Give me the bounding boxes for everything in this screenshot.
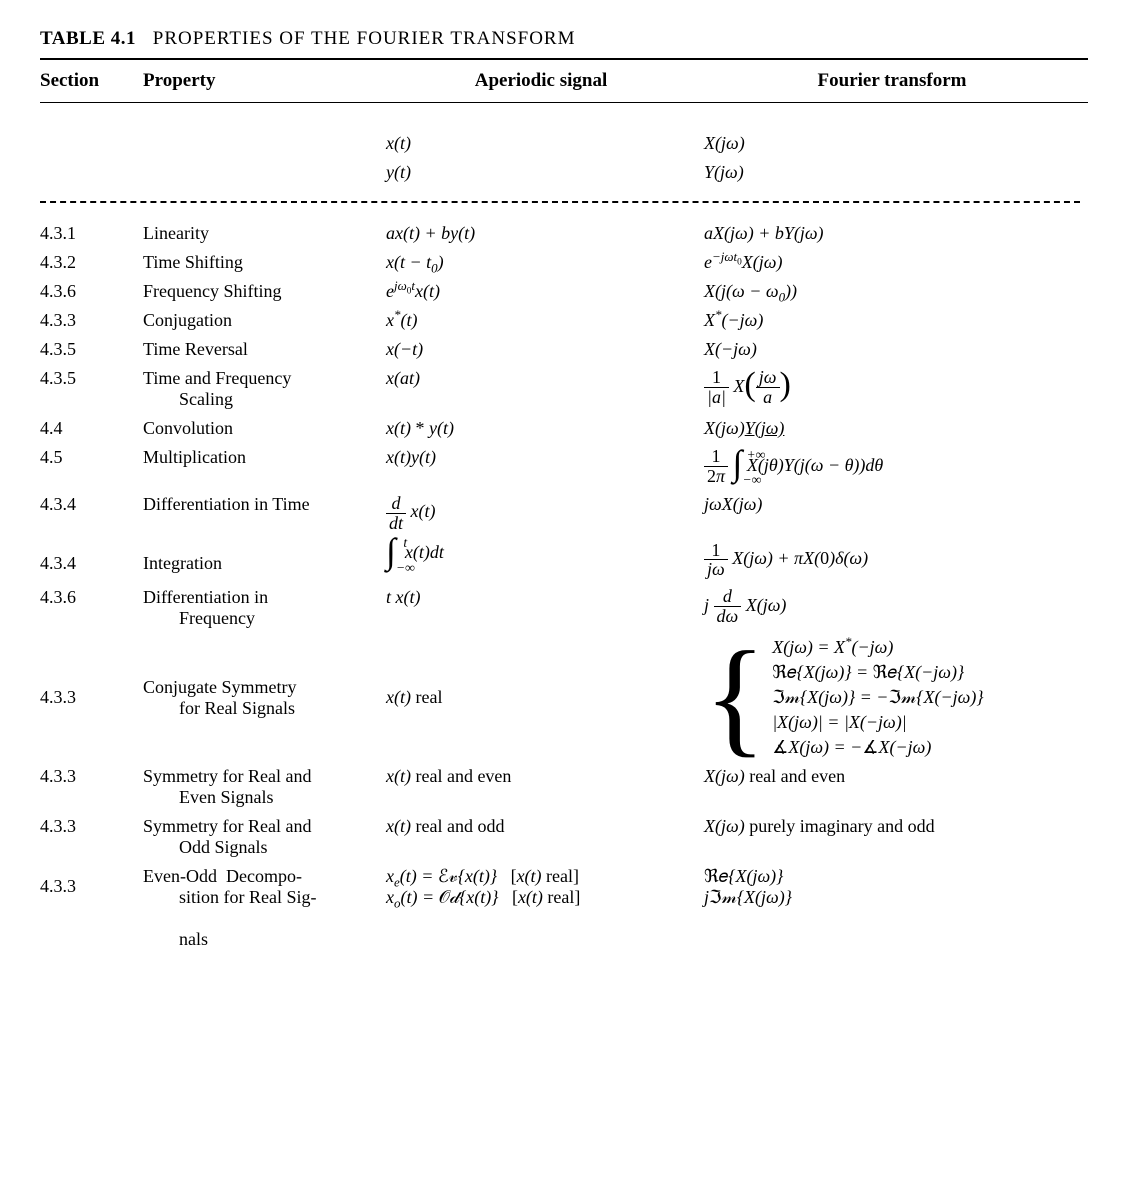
col-header-transform: Fourier transform xyxy=(704,60,1088,103)
fourier-transform: { X(jω) = X*(−jω) ℜ𝑒{X(jω)} = ℜ𝑒{X(−jω)}… xyxy=(704,637,1080,758)
fourier-transform: X(jω)Y(jω) xyxy=(704,418,784,438)
section-number: 4.3.6 xyxy=(40,587,76,607)
table-row: 4.3.4 Differentiation in Time ddt x(t) j… xyxy=(40,490,1088,537)
section-number: 4.3.3 xyxy=(40,876,76,896)
property-name: Conjugate Symmetryfor Real Signals xyxy=(143,677,358,719)
fourier-transform: ℜ𝑒{X(jω)} xyxy=(704,866,783,886)
property-name: Convolution xyxy=(143,418,233,438)
aperiodic-signal: ax(t) + by(t) xyxy=(386,223,475,243)
fourier-transform: e−jωt0X(jω) xyxy=(704,252,782,272)
fourier-transform: j ddω X(jω) xyxy=(704,595,786,615)
base-x-transform: X(jω) xyxy=(704,133,745,153)
aperiodic-signal: x(at) xyxy=(386,368,420,388)
fourier-transform: X(jω) purely imaginary and odd xyxy=(704,816,935,836)
section-number: 4.3.6 xyxy=(40,281,76,301)
base-y-signal: y(t) xyxy=(386,162,411,182)
aperiodic-signal: ejω0tx(t) xyxy=(386,281,440,301)
section-number: 4.3.3 xyxy=(40,766,76,786)
section-number: 4.3.2 xyxy=(40,252,76,272)
table-row: 4.3.4 Integration t∫−∞ x(t)dt 1jω X(jω) … xyxy=(40,537,1088,584)
table-row: 4.3.1 Linearity ax(t) + by(t) aX(jω) + b… xyxy=(40,219,1088,248)
aperiodic-signal: xe(t) = ℰ𝓋{x(t)} [x(t) real] xyxy=(386,866,579,886)
fourier-transform: 1jω X(jω) + πX(0)δ(ω) xyxy=(704,548,868,568)
caption-title: PROPERTIES OF THE FOURIER TRANSFORM xyxy=(153,28,576,49)
fourier-transform: jωX(jω) xyxy=(704,494,762,514)
property-name: Differentiation in Time xyxy=(143,494,310,514)
col-header-section: Section xyxy=(40,60,143,103)
aperiodic-signal: x(t)y(t) xyxy=(386,447,436,467)
aperiodic-signal: x(t) * y(t) xyxy=(386,418,454,438)
table-row: 4.3.3 Symmetry for Real andOdd Signals x… xyxy=(40,812,1088,862)
section-number: 4.3.5 xyxy=(40,368,76,388)
table-row: 4.3.2 Time Shifting x(t − t0) e−jωt0X(jω… xyxy=(40,248,1088,277)
section-number: 4.3.4 xyxy=(40,553,76,573)
property-name: Time Shifting xyxy=(143,252,243,272)
fourier-transform: 12π +∞∫−∞ X(jθ)Y(j(ω − θ))dθ xyxy=(704,455,883,475)
base-pair-row: x(t) X(jω) xyxy=(40,129,1088,158)
table-caption: TABLE 4.1 PROPERTIES OF THE FOURIER TRAN… xyxy=(40,28,1088,50)
aperiodic-signal: x(t) real and odd xyxy=(386,816,504,836)
section-number: 4.3.1 xyxy=(40,223,76,243)
base-pair-row: y(t) Y(jω) xyxy=(40,158,1088,187)
property-name: Integration xyxy=(143,553,222,573)
property-name: Symmetry for Real andEven Signals xyxy=(143,766,358,808)
section-number: 4.3.4 xyxy=(40,494,76,514)
aperiodic-signal: x(−t) xyxy=(386,339,423,359)
symmetry-line: ℜ𝑒{X(jω)} = ℜ𝑒{X(−jω)} xyxy=(772,662,983,683)
caption-label: TABLE 4.1 xyxy=(40,28,136,49)
symmetry-line: |X(jω)| = |X(−jω)| xyxy=(772,712,983,733)
property-name: Time Reversal xyxy=(143,339,248,359)
fourier-transform: X*(−jω) xyxy=(704,310,763,330)
aperiodic-signal: xo(t) = 𝒪𝒹{x(t)} [x(t) real] xyxy=(386,887,580,907)
property-name: Multiplication xyxy=(143,447,246,467)
property-name: Symmetry for Real andOdd Signals xyxy=(143,816,358,858)
property-name: Even-Odd Decompo-sition for Real Sig-nal… xyxy=(143,866,358,950)
aperiodic-signal: t x(t) xyxy=(386,587,420,607)
table-row: 4.5 Multiplication x(t)y(t) 12π +∞∫−∞ X(… xyxy=(40,443,1088,490)
table-row: 4.3.3 Conjugate Symmetryfor Real Signals… xyxy=(40,633,1088,762)
aperiodic-signal: x(t) real and even xyxy=(386,766,511,786)
table-row: 4.3.5 Time and FrequencyScaling x(at) 1|… xyxy=(40,364,1088,414)
dashed-separator xyxy=(40,201,1080,203)
property-name: Linearity xyxy=(143,223,209,243)
table-row: 4.3.3 Conjugation x*(t) X*(−jω) xyxy=(40,306,1088,335)
aperiodic-signal: x(t) real xyxy=(386,687,442,707)
table-row: 4.3.5 Time Reversal x(−t) X(−jω) xyxy=(40,335,1088,364)
fourier-transform: jℑ𝓂{X(jω)} xyxy=(704,887,792,907)
section-number: 4.3.3 xyxy=(40,687,76,707)
section-number: 4.3.5 xyxy=(40,339,76,359)
property-name: Time and FrequencyScaling xyxy=(143,368,358,410)
col-header-property: Property xyxy=(143,60,386,103)
property-name: Differentiation inFrequency xyxy=(143,587,358,629)
table-row: 4.3.3 Even-Odd Decompo-sition for Real S… xyxy=(40,862,1088,954)
section-number: 4.4 xyxy=(40,418,63,438)
section-number: 4.3.3 xyxy=(40,310,76,330)
table-row: 4.3.3 Symmetry for Real andEven Signals … xyxy=(40,762,1088,812)
fourier-transform: 1|a| X(jωa) xyxy=(704,376,791,396)
aperiodic-signal: x*(t) xyxy=(386,310,417,330)
fourier-transform: X(−jω) xyxy=(704,339,757,359)
symmetry-line: X(jω) = X*(−jω) xyxy=(772,637,983,658)
symmetry-line: ∡X(jω) = −∡X(−jω) xyxy=(772,737,983,758)
section-number: 4.5 xyxy=(40,447,63,467)
fourier-transform: aX(jω) + bY(jω) xyxy=(704,223,824,243)
base-x-signal: x(t) xyxy=(386,133,411,153)
aperiodic-signal: x(t − t0) xyxy=(386,252,444,272)
fourier-transform: X(jω) real and even xyxy=(704,766,845,786)
section-number: 4.3.3 xyxy=(40,816,76,836)
table-row: 4.3.6 Frequency Shifting ejω0tx(t) X(j(ω… xyxy=(40,277,1088,306)
table-row: 4.3.6 Differentiation inFrequency t x(t)… xyxy=(40,583,1088,633)
fourier-transform: X(j(ω − ω0)) xyxy=(704,281,797,301)
symmetry-line: ℑ𝓂{X(jω)} = −ℑ𝓂{X(−jω)} xyxy=(772,687,983,708)
fourier-properties-table: Section Property Aperiodic signal Fourie… xyxy=(40,60,1088,954)
aperiodic-signal: ddt x(t) xyxy=(386,501,436,521)
property-name: Frequency Shifting xyxy=(143,281,281,301)
col-header-signal: Aperiodic signal xyxy=(386,60,704,103)
table-row: 4.4 Convolution x(t) * y(t) X(jω)Y(jω) xyxy=(40,414,1088,443)
aperiodic-signal: t∫−∞ x(t)dt xyxy=(386,542,444,562)
property-name: Conjugation xyxy=(143,310,232,330)
base-y-transform: Y(jω) xyxy=(704,162,744,182)
